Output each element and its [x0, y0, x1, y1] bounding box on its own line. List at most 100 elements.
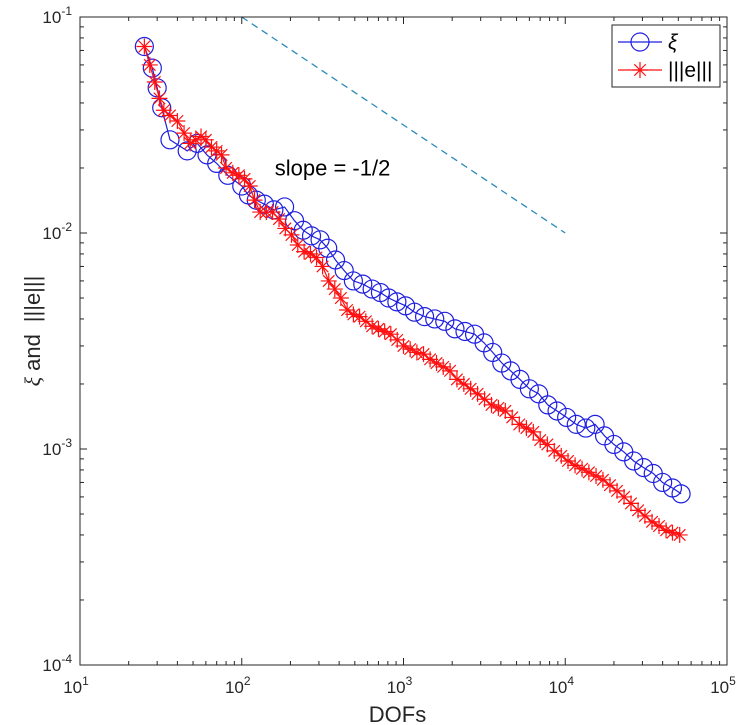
circle-marker: [353, 274, 373, 294]
asterisk-stroke: [520, 421, 533, 435]
asterisk-marker: [283, 226, 300, 243]
legend: ξ |||e|||: [611, 24, 721, 88]
asterisk-marker: [594, 471, 611, 488]
y-axis-label: ξ and |||e|||: [20, 276, 45, 387]
asterisk-stroke: [410, 346, 424, 359]
asterisk-marker: [308, 249, 325, 266]
asterisk-stroke: [471, 387, 484, 401]
asterisk-marker: [490, 399, 507, 416]
asterisk-stroke: [450, 373, 464, 386]
legend-entry-xi: ξ: [618, 31, 679, 54]
asterisk-marker: [511, 416, 528, 433]
asterisk-stroke: [232, 169, 246, 182]
asterisk-marker: [651, 518, 668, 535]
legend-entry-energy-error: |||e|||: [618, 59, 712, 82]
asterisk-marker: [224, 164, 241, 181]
asterisk-stroke: [423, 353, 437, 366]
asterisk-stroke: [199, 133, 213, 147]
circle-marker: [633, 458, 654, 478]
circle-marker: [387, 292, 407, 312]
circle-marker: [318, 238, 338, 258]
asterisk-marker: [296, 243, 313, 260]
asterisk-marker: [671, 526, 688, 543]
asterisk-marker: [241, 178, 258, 195]
asterisk-stroke: [430, 356, 443, 370]
asterisk-marker: [658, 522, 675, 539]
asterisk-marker: [314, 258, 331, 275]
series-xi: [134, 36, 691, 504]
asterisk-marker: [632, 62, 648, 78]
asterisk-stroke: [194, 130, 208, 143]
circle-marker: [254, 194, 274, 214]
asterisk-stroke: [310, 251, 323, 264]
asterisk-marker: [339, 302, 356, 319]
asterisk-marker: [422, 351, 439, 368]
circle-marker: [547, 401, 567, 421]
circle-marker: [177, 141, 197, 161]
asterisk-stroke: [437, 360, 450, 374]
x-axis-label: DOFs: [369, 702, 426, 725]
asterisk-marker: [382, 326, 399, 343]
asterisk-stroke: [575, 462, 589, 475]
asterisk-stroke: [534, 433, 547, 447]
asterisk-marker: [364, 318, 381, 335]
asterisk-stroke: [266, 205, 279, 219]
circle-marker: [585, 414, 605, 434]
asterisk-stroke: [652, 519, 666, 533]
asterisk-stroke: [485, 398, 498, 412]
circle-marker: [455, 321, 475, 342]
asterisk-stroke: [617, 490, 631, 504]
asterisk-stroke: [527, 425, 540, 439]
asterisk-stroke: [171, 114, 184, 128]
asterisk-stroke: [673, 528, 686, 542]
asterisk-stroke: [603, 478, 617, 492]
y-tick-label: 10-1: [42, 4, 72, 27]
y-tick-label: 10-3: [42, 436, 72, 459]
asterisk-marker: [332, 290, 349, 307]
x-tick-label: 103: [387, 674, 413, 697]
circle-marker: [404, 302, 425, 322]
asterisk-stroke: [219, 161, 233, 175]
circle-marker: [343, 271, 363, 291]
x-tick-label: 104: [548, 674, 574, 697]
asterisk-stroke: [215, 148, 228, 162]
slope-annotation: slope = -1/2: [275, 155, 391, 180]
asterisk-stroke: [541, 438, 554, 451]
circle-marker: [160, 130, 180, 150]
asterisk-stroke: [138, 40, 151, 53]
circle-marker: [557, 407, 577, 428]
circle-marker: [435, 311, 455, 331]
asterisk-marker: [176, 125, 193, 142]
asterisk-marker: [448, 371, 465, 388]
asterisk-stroke: [404, 342, 417, 356]
asterisk-marker: [402, 341, 419, 358]
asterisk-stroke: [506, 411, 519, 424]
asterisk-marker: [326, 281, 343, 298]
circle-marker: [362, 279, 382, 299]
asterisk-stroke: [457, 377, 471, 391]
asterisk-marker: [395, 337, 412, 354]
asterisk-stroke: [372, 322, 385, 336]
asterisk-stroke: [316, 260, 329, 273]
asterisk-stroke: [340, 303, 354, 317]
asterisk-stroke: [492, 401, 505, 415]
asterisk-stroke: [248, 193, 261, 207]
asterisk-stroke: [328, 282, 341, 296]
asterisk-stroke: [582, 466, 596, 479]
asterisk-stroke: [297, 245, 311, 258]
asterisk-stroke: [555, 449, 568, 462]
asterisk-stroke: [163, 109, 177, 122]
asterisk-stroke: [561, 454, 575, 468]
circle-marker: [576, 418, 596, 438]
asterisk-marker: [155, 102, 172, 119]
asterisk-marker: [644, 513, 661, 530]
circle-marker: [274, 197, 295, 217]
circle-marker: [566, 414, 586, 434]
asterisk-stroke: [384, 328, 398, 341]
asterisk-marker: [609, 482, 626, 499]
asterisk-stroke: [568, 459, 582, 472]
asterisk-marker: [169, 113, 186, 130]
circle-marker: [445, 319, 465, 339]
asterisk-stroke: [210, 144, 223, 158]
